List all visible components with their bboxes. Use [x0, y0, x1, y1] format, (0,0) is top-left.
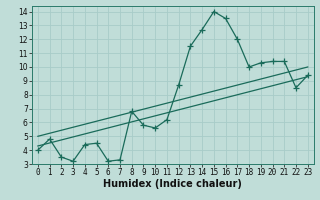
X-axis label: Humidex (Indice chaleur): Humidex (Indice chaleur) — [103, 179, 242, 189]
